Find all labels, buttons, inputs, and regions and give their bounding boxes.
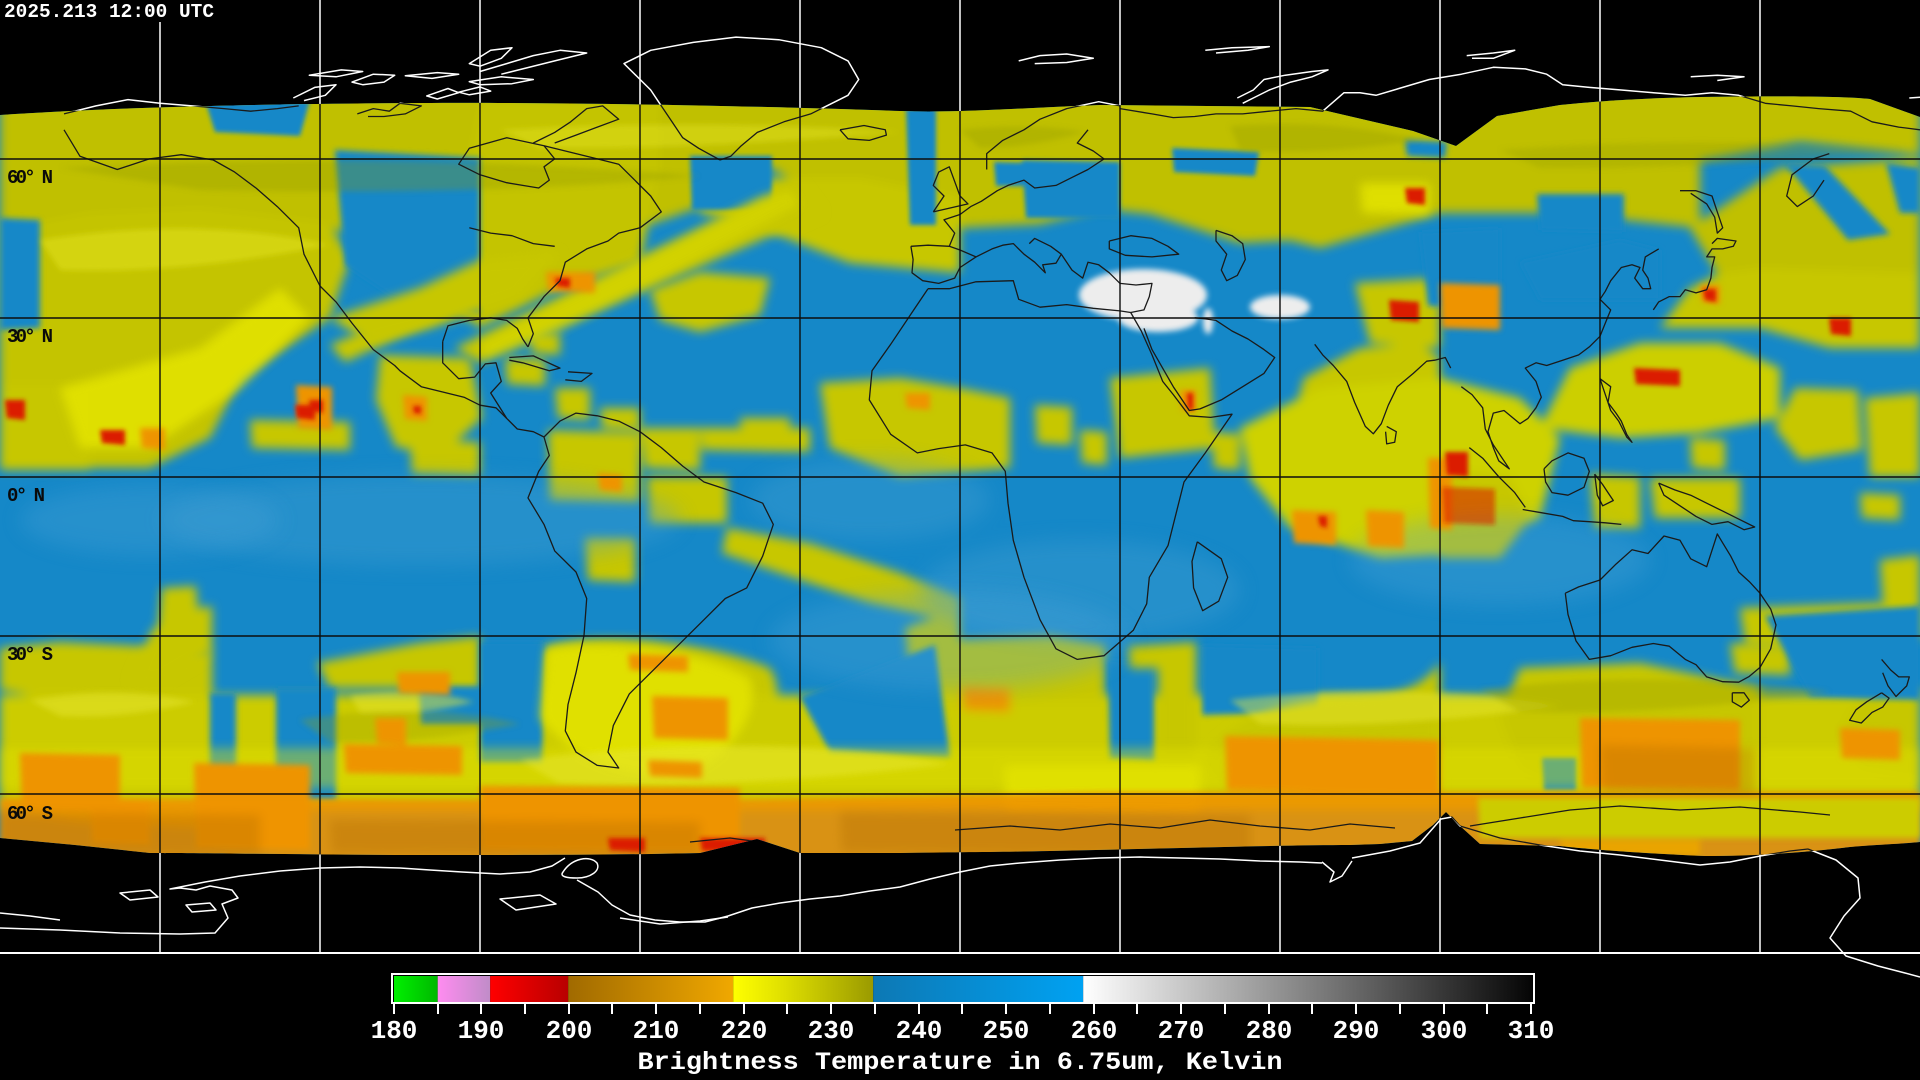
- svg-text:180: 180: [371, 1016, 418, 1046]
- svg-text:310: 310: [1508, 1016, 1555, 1046]
- svg-text:Brightness Temperature in 6.75: Brightness Temperature in 6.75um, Kelvin: [638, 1048, 1283, 1077]
- svg-text:190: 190: [458, 1016, 505, 1046]
- svg-text:200: 200: [546, 1016, 593, 1046]
- svg-text:240: 240: [896, 1016, 943, 1046]
- svg-text:2025.213 12:00 UTC: 2025.213 12:00 UTC: [4, 1, 214, 23]
- svg-text:210: 210: [633, 1016, 680, 1046]
- svg-text:30° S: 30° S: [7, 644, 53, 666]
- svg-text:270: 270: [1158, 1016, 1205, 1046]
- svg-text:290: 290: [1333, 1016, 1380, 1046]
- svg-text:60° N: 60° N: [7, 167, 53, 189]
- svg-text:0° N: 0° N: [7, 485, 45, 507]
- svg-text:300: 300: [1421, 1016, 1468, 1046]
- svg-text:280: 280: [1246, 1016, 1293, 1046]
- svg-text:250: 250: [983, 1016, 1030, 1046]
- svg-text:220: 220: [721, 1016, 768, 1046]
- svg-text:60° S: 60° S: [7, 803, 53, 825]
- svg-text:30° N: 30° N: [7, 326, 53, 348]
- svg-text:230: 230: [808, 1016, 855, 1046]
- svg-text:260: 260: [1071, 1016, 1118, 1046]
